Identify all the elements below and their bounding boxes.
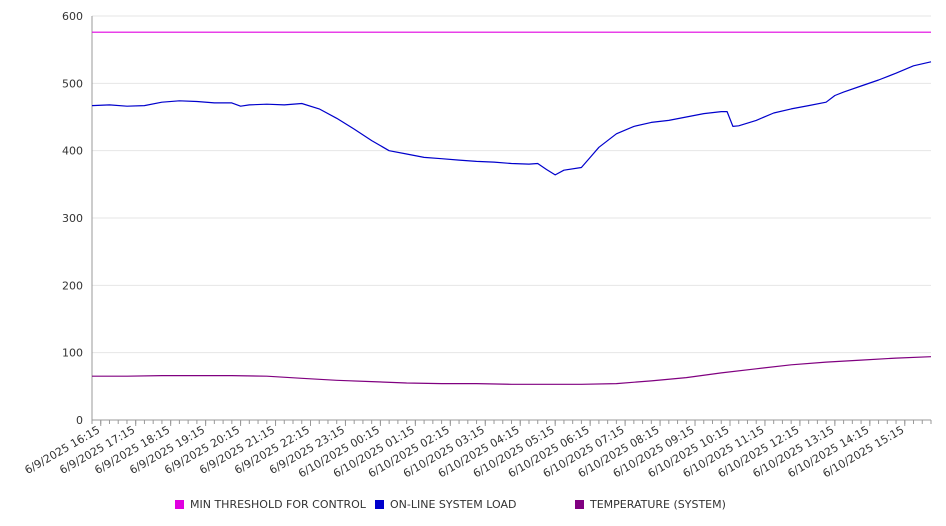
y-tick-label: 100: [62, 347, 83, 360]
legend-label-min-threshold: MIN THRESHOLD FOR CONTROL: [190, 498, 366, 511]
legend-item-temperature: TEMPERATURE (SYSTEM): [575, 498, 726, 511]
y-tick-label: 0: [76, 414, 83, 427]
y-tick-label: 400: [62, 145, 83, 158]
legend-swatch-min-threshold: [175, 500, 184, 509]
y-tick-label: 300: [62, 212, 83, 225]
legend-item-min-threshold: MIN THRESHOLD FOR CONTROL: [175, 498, 366, 511]
y-tick-label: 600: [62, 10, 83, 23]
legend-swatch-temperature: [575, 500, 584, 509]
legend: MIN THRESHOLD FOR CONTROL ON-LINE SYSTEM…: [0, 498, 946, 514]
legend-swatch-system-load: [375, 500, 384, 509]
legend-label-temperature: TEMPERATURE (SYSTEM): [590, 498, 726, 511]
series-line-2: [92, 356, 932, 385]
y-tick-label: 200: [62, 279, 83, 292]
legend-label-system-load: ON-LINE SYSTEM LOAD: [390, 498, 517, 511]
series-lines: [91, 31, 932, 385]
series-line-1: [91, 61, 932, 176]
y-tick-label: 500: [62, 77, 83, 90]
gridlines: [92, 15, 931, 354]
legend-item-system-load: ON-LINE SYSTEM LOAD: [375, 498, 516, 511]
